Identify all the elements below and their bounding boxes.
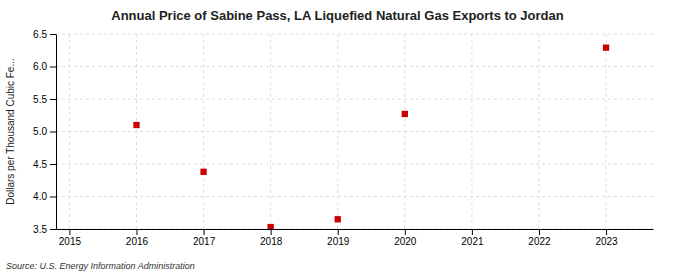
tick-mark — [539, 229, 540, 235]
tick: 5.5 — [33, 94, 56, 105]
tick-label: 4.5 — [33, 159, 47, 170]
axis-line — [56, 35, 57, 230]
point — [267, 224, 273, 229]
y-axis-title: Dollars per Thousand Cubic Fe... — [5, 58, 16, 205]
tick-label: 5.5 — [33, 94, 47, 105]
marks — [133, 44, 609, 229]
tick-label: 5.0 — [33, 126, 47, 137]
tick-mark — [472, 229, 473, 235]
grid-line — [56, 196, 653, 197]
tick-mark — [50, 164, 56, 165]
tick-label: 2016 — [126, 236, 149, 247]
tick: 4.0 — [33, 191, 56, 202]
y-axis: 3.5 4.0 4.5 5.0 5.5 6.0 6.5 — [33, 29, 56, 235]
tick-label: 2017 — [193, 236, 216, 247]
tick-mark — [338, 229, 339, 235]
tick: 2022 — [528, 229, 551, 247]
tick-label: 2023 — [595, 236, 618, 247]
tick-mark — [50, 99, 56, 100]
tick-label: 2015 — [59, 236, 82, 247]
grid-line — [56, 34, 653, 35]
tick: 2019 — [327, 229, 350, 247]
tick: 3.5 — [33, 224, 56, 235]
grid-line — [203, 34, 204, 229]
tick: 6.5 — [33, 29, 56, 40]
grid-line — [136, 34, 137, 229]
point — [335, 216, 341, 222]
grid-line — [538, 34, 539, 229]
tick-mark — [606, 229, 607, 235]
tick-label: 6.5 — [33, 29, 47, 40]
grid-line — [270, 34, 271, 229]
tick-label: 2019 — [327, 236, 350, 247]
tick-mark — [271, 229, 272, 235]
point — [402, 111, 408, 117]
grid-line — [69, 34, 70, 229]
tick-mark — [50, 229, 56, 230]
tick-mark — [50, 197, 56, 198]
tick-label: 4.0 — [33, 191, 47, 202]
tick-mark — [50, 34, 56, 35]
tick: 2018 — [260, 229, 283, 247]
tick: 2017 — [193, 229, 216, 247]
tick-label: 2018 — [260, 236, 283, 247]
axis-line — [57, 229, 654, 230]
tick: 2016 — [126, 229, 149, 247]
grid — [56, 34, 653, 229]
tick-mark — [405, 229, 406, 235]
grid-line — [471, 34, 472, 229]
tick-mark — [69, 229, 70, 235]
grid-line — [56, 66, 653, 67]
tick-label: 6.0 — [33, 61, 47, 72]
tick-label: 2021 — [461, 236, 484, 247]
title: Annual Price of Sabine Pass, LA Liquefie… — [111, 8, 564, 23]
tick-mark — [50, 67, 56, 68]
tick-mark — [136, 229, 137, 235]
plot: 2015 2016 2017 2018 2019 2020 2021 2022 2023 3.5 4… — [33, 29, 653, 247]
tick: 2023 — [595, 229, 618, 247]
annotation: Source: U.S. Energy Information Administ… — [6, 261, 195, 271]
grid-line — [56, 229, 653, 230]
grid-line — [56, 99, 653, 100]
grid-line — [404, 34, 405, 229]
tick: 5.0 — [33, 126, 56, 137]
x-axis: 2015 2016 2017 2018 2019 2020 2021 2022 2023 — [57, 229, 654, 247]
point — [200, 169, 206, 175]
tick: 2015 — [59, 229, 82, 247]
tick-label: 2022 — [528, 236, 551, 247]
tick: 6.0 — [33, 61, 56, 72]
grid-line — [606, 34, 607, 229]
tick-mark — [50, 132, 56, 133]
tick: 4.5 — [33, 159, 56, 170]
grid-line — [56, 131, 653, 132]
point — [603, 44, 609, 50]
point — [133, 122, 139, 128]
tick-mark — [204, 229, 205, 235]
tick: 2020 — [394, 229, 417, 247]
tick-label: 3.5 — [33, 224, 47, 235]
tick: 2021 — [461, 229, 484, 247]
grid-line — [56, 164, 653, 165]
chart: 2015 2016 2017 2018 2019 2020 2021 2022 2023 3.5 4… — [0, 0, 675, 275]
grid-line — [337, 34, 338, 229]
tick-label: 2020 — [394, 236, 417, 247]
